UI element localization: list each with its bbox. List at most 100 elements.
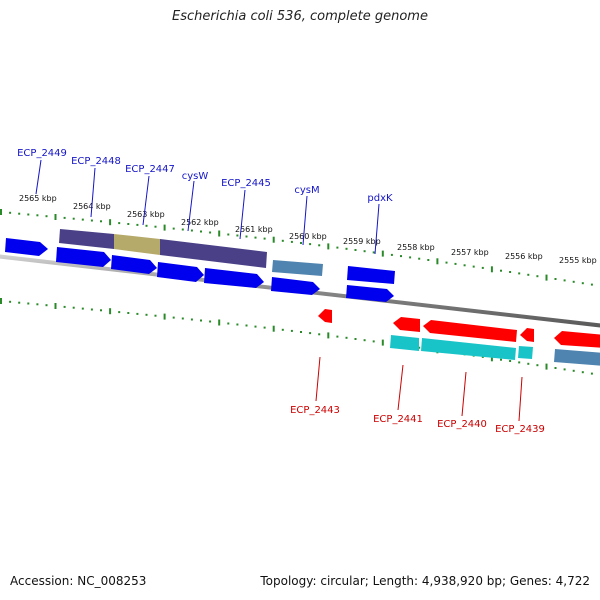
scale-minor-tick <box>372 251 375 254</box>
scale-minor-tick <box>345 336 348 339</box>
scale-minor-tick <box>100 220 102 223</box>
leader-ecp2441 <box>397 364 404 411</box>
scale-minor-tick <box>9 211 12 214</box>
scale-major-tick <box>381 339 384 346</box>
scale-minor-tick <box>72 306 75 309</box>
scale-minor-tick <box>345 247 348 250</box>
scale-minor-tick <box>200 319 202 322</box>
gene-label-ecp2448: ECP_2448 <box>71 156 121 167</box>
scale-minor-tick <box>45 215 48 218</box>
forward-gene-cysm[interactable] <box>271 277 320 295</box>
reverse-gene-right[interactable] <box>554 331 600 348</box>
leader-ecp2443 <box>315 356 321 402</box>
accession-text: Accession: NC_008253 <box>10 574 147 588</box>
scale-minor-tick <box>236 323 239 326</box>
forward-gene-ecp2445[interactable] <box>204 268 264 288</box>
tick-label-2559: 2559 kbp <box>343 237 381 246</box>
scale-minor-tick <box>445 261 448 264</box>
scale-minor-tick <box>263 237 266 240</box>
leader-ecp2449 <box>35 159 42 195</box>
forward-gene-pdxk-upper[interactable] <box>347 266 395 284</box>
leader-ecp2445 <box>239 189 246 240</box>
scale-minor-tick <box>145 313 148 316</box>
scale-minor-tick <box>363 339 366 342</box>
reverse-gene-ecp2443[interactable] <box>318 309 332 323</box>
reverse-gene-ecp2439[interactable] <box>520 328 534 342</box>
scale-minor-tick <box>63 216 66 219</box>
scale-minor-tick <box>136 223 139 226</box>
scale-major-tick <box>381 250 384 257</box>
scale-major-tick <box>327 332 330 339</box>
scale-major-tick <box>272 325 275 332</box>
feature-track-lower <box>390 335 600 366</box>
scale-minor-tick <box>354 338 357 340</box>
scale-minor-tick <box>581 282 584 285</box>
leader-ecp2439 <box>518 376 523 422</box>
map-title: Escherichia coli 536, complete genome <box>172 9 428 24</box>
scale-minor-tick <box>427 259 430 261</box>
forward-gene-ecp2447[interactable] <box>111 255 157 274</box>
scale-minor-tick <box>190 229 193 232</box>
scale-minor-tick <box>527 273 530 276</box>
scale-minor-tick <box>18 301 21 304</box>
domain-cyan-ecp2439 <box>518 346 533 359</box>
scale-minor-tick <box>90 308 93 311</box>
gene-label-ecp2441: ECP_2441 <box>373 414 423 425</box>
tick-label-2560: 2560 kbp <box>289 232 327 241</box>
scale-minor-tick <box>254 236 257 239</box>
forward-gene-pdxk[interactable] <box>346 285 394 302</box>
scale-minor-tick <box>236 234 239 237</box>
scale-minor-tick <box>336 335 339 338</box>
leader-ecp2447 <box>142 175 150 226</box>
leader-cysm <box>302 195 308 246</box>
scale-minor-tick <box>563 279 566 282</box>
reverse-gene-ecp2440[interactable] <box>423 320 517 342</box>
scale-minor-tick <box>9 300 12 303</box>
forward-gene-ecp2448[interactable] <box>56 247 111 267</box>
tick-label-2556: 2556 kbp <box>505 252 543 261</box>
forward-gene-cysw[interactable] <box>157 262 204 282</box>
scale-major-tick <box>163 224 166 231</box>
scale-major-tick <box>54 303 57 309</box>
scale-minor-tick <box>27 302 30 305</box>
scale-minor-tick <box>118 311 121 314</box>
gene-label-ecp2440: ECP_2440 <box>437 419 487 430</box>
scale-major-tick <box>163 313 166 320</box>
scale-major-tick <box>436 258 439 265</box>
scale-minor-tick <box>518 361 521 364</box>
scale-minor-tick <box>563 368 566 371</box>
genome-summary-text: Topology: circular; Length: 4,938,920 bp… <box>260 574 590 588</box>
scale-minor-tick <box>527 362 530 365</box>
scale-minor-tick <box>518 272 521 275</box>
domain-steel-right <box>554 349 600 366</box>
scale-major-tick <box>0 298 2 304</box>
scale-major-tick <box>0 209 2 215</box>
scale-minor-tick <box>572 280 575 283</box>
scale-minor-tick <box>363 250 366 253</box>
reverse-gene-ecp2441[interactable] <box>393 317 420 332</box>
scale-minor-tick <box>554 367 557 369</box>
scale-minor-tick <box>590 372 593 375</box>
scale-major-tick <box>218 319 221 326</box>
scale-minor-tick <box>81 218 84 221</box>
domain-purple-left <box>59 229 114 249</box>
scale-minor-tick <box>400 255 402 258</box>
tick-label-2565: 2565 kbp <box>19 194 57 203</box>
gene-label-cysw: cysW <box>182 171 209 182</box>
scale-minor-tick <box>418 346 421 349</box>
scale-major-tick <box>272 236 275 243</box>
scale-minor-tick <box>336 246 339 249</box>
leader-cysw <box>187 180 195 232</box>
scale-minor-tick <box>181 317 184 320</box>
leader-ecp2448 <box>90 167 96 218</box>
scale-minor-tick <box>309 332 312 335</box>
scale-minor-tick <box>281 328 284 331</box>
gene-label-cysm: cysM <box>294 185 319 196</box>
scale-minor-tick <box>36 303 39 306</box>
gene-label-pdxk: pdxK <box>367 193 393 204</box>
forward-gene-ecp2449[interactable] <box>5 238 48 256</box>
scale-major-tick <box>54 214 57 220</box>
scale-minor-tick <box>500 358 502 361</box>
scale-minor-tick <box>245 324 248 327</box>
